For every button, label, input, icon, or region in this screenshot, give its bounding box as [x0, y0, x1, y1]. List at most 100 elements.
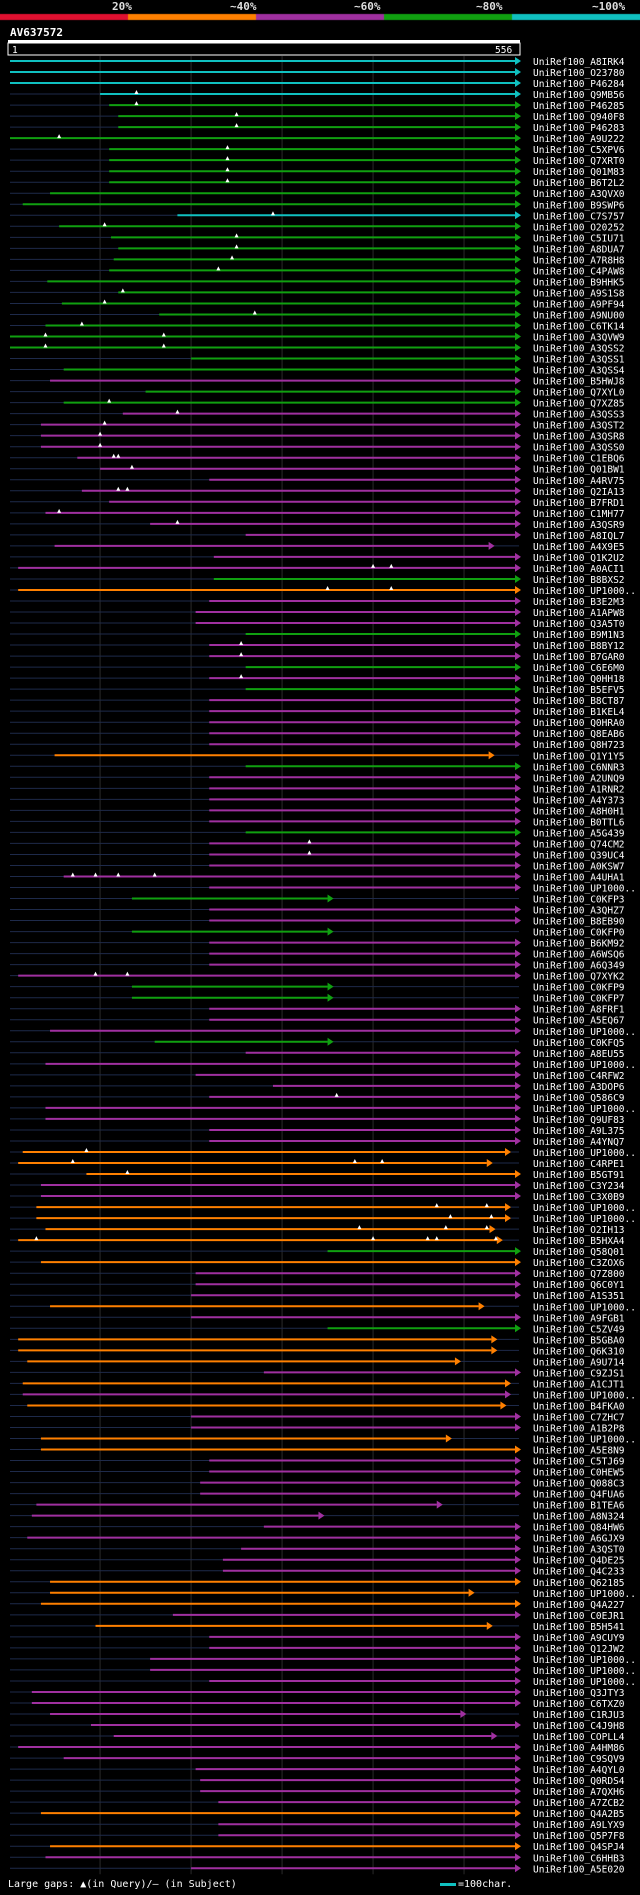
hit-label[interactable]: UniRef100_C6NNR3	[533, 762, 625, 773]
hit-label[interactable]: UniRef100_A4UHA1	[533, 872, 625, 883]
hit-label[interactable]: UniRef100_B1TEA6	[533, 1501, 625, 1512]
hit-label[interactable]: UniRef100_C4PAW8	[533, 266, 625, 277]
hit-row[interactable]: UniRef100_A9CUY9	[10, 1632, 625, 1644]
hit-row[interactable]: UniRef100_Q5P7F8	[10, 1831, 625, 1842]
hit-row[interactable]: UniRef100_C0HEW5	[10, 1467, 625, 1479]
hit-row[interactable]: UniRef100_UP1000..	[10, 1302, 636, 1313]
hit-row[interactable]: UniRef100_A3QVX0	[10, 189, 625, 200]
hit-label[interactable]: UniRef100_C0KFQ5	[533, 1038, 625, 1049]
hit-label[interactable]: UniRef100_A4HM86	[533, 1743, 625, 1754]
hit-row[interactable]: UniRef100_C4RFW2	[10, 1070, 625, 1082]
hit-row[interactable]: UniRef100_Q6K310	[10, 1346, 625, 1357]
hit-label[interactable]: UniRef100_A5E020	[533, 1864, 625, 1875]
hit-row[interactable]: UniRef100_B5HXA4	[10, 1236, 625, 1247]
hit-row[interactable]: UniRef100_A4HM86	[10, 1743, 625, 1754]
hit-label[interactable]: UniRef100_A1CJT1	[533, 1379, 625, 1390]
hit-row[interactable]: UniRef100_UP1000..	[10, 1654, 636, 1666]
hit-label[interactable]: UniRef100_UP1000..	[533, 1104, 636, 1115]
hit-row[interactable]: UniRef100_C9ZJS1	[10, 1368, 625, 1379]
hit-label[interactable]: UniRef100_Q1K2U2	[533, 553, 625, 564]
hit-label[interactable]: UniRef100_A2UNQ9	[533, 773, 625, 784]
hit-label[interactable]: UniRef100_A6WSQ6	[533, 950, 625, 961]
hit-label[interactable]: UniRef100_C6HHB3	[533, 1853, 625, 1864]
hit-row[interactable]: UniRef100_UP1000..	[10, 1390, 636, 1401]
hit-label[interactable]: UniRef100_Q586C9	[533, 1093, 625, 1104]
hit-label[interactable]: UniRef100_C6TXZ0	[533, 1699, 625, 1710]
hit-row[interactable]: UniRef100_A3QSR9	[10, 519, 625, 531]
hit-label[interactable]: UniRef100_C4RPE1	[533, 1159, 625, 1170]
hit-row[interactable]: UniRef100_A6WSQ6	[10, 949, 625, 961]
hit-row[interactable]: UniRef100_B5EFV5	[10, 685, 625, 696]
hit-row[interactable]: UniRef100_C6HHB3	[10, 1853, 625, 1864]
hit-label[interactable]: UniRef100_A9L375	[533, 1126, 625, 1137]
hit-row[interactable]: UniRef100_A9U222	[10, 134, 625, 145]
hit-row[interactable]: UniRef100_A6GJX9	[10, 1533, 625, 1545]
hit-row[interactable]: UniRef100_Q7XYK2	[10, 971, 625, 983]
hit-row[interactable]: UniRef100_A8FRF1	[10, 1004, 625, 1016]
hit-label[interactable]: UniRef100_B9HHK5	[533, 277, 625, 288]
hit-label[interactable]: UniRef100_C1EBQ6	[533, 454, 625, 465]
hit-row[interactable]: UniRef100_Q8H723	[10, 740, 625, 751]
hit-row[interactable]: UniRef100_A0ACI1	[10, 563, 625, 575]
hit-label[interactable]: UniRef100_A3QST0	[533, 1545, 625, 1556]
hit-label[interactable]: UniRef100_A9NU00	[533, 310, 625, 321]
hit-label[interactable]: UniRef100_B8EB90	[533, 917, 625, 928]
hit-label[interactable]: UniRef100_Q7XYL0	[533, 388, 625, 399]
hit-row[interactable]: UniRef100_UP1000..	[10, 1588, 636, 1600]
hit-label[interactable]: UniRef100_C0KFP0	[533, 928, 625, 939]
hit-row[interactable]: UniRef100_UP1000..	[10, 585, 636, 597]
hit-label[interactable]: UniRef100_A3DOP6	[533, 1082, 625, 1093]
hit-label[interactable]: UniRef100_A9S1S8	[533, 288, 625, 299]
hit-label[interactable]: UniRef100_A1B2P8	[533, 1423, 625, 1434]
hit-row[interactable]: UniRef100_B6T2L2	[10, 178, 625, 189]
hit-label[interactable]: UniRef100_A8N324	[533, 1512, 625, 1523]
hit-label[interactable]: UniRef100_C3Y234	[533, 1181, 625, 1192]
hit-label[interactable]: UniRef100_C7ZHC7	[533, 1412, 625, 1423]
hit-label[interactable]: UniRef100_Q4DE25	[533, 1556, 625, 1567]
hit-row[interactable]: UniRef100_B8BXS2	[10, 574, 625, 586]
hit-label[interactable]: UniRef100_Q9UF83	[533, 1115, 625, 1126]
hit-row[interactable]: UniRef100_Q1Y1Y5	[10, 751, 625, 762]
hit-label[interactable]: UniRef100_B5GT91	[533, 1170, 625, 1181]
hit-row[interactable]: UniRef100_UP1000..	[10, 1103, 636, 1115]
hit-label[interactable]: UniRef100_Q01BW1	[533, 465, 625, 476]
hit-row[interactable]: UniRef100_Q4A2B5	[10, 1809, 625, 1820]
hit-label[interactable]: UniRef100_B5EFV5	[533, 685, 625, 696]
hit-row[interactable]: UniRef100_Q01BW1	[10, 464, 625, 476]
hit-row[interactable]: UniRef100_B5GBA0	[10, 1335, 625, 1346]
hit-label[interactable]: UniRef100_A3QSS0	[533, 443, 625, 454]
hit-label[interactable]: UniRef100_A3QVW9	[533, 333, 625, 344]
hit-label[interactable]: UniRef100_UP1000..	[533, 586, 636, 597]
hit-label[interactable]: UniRef100_B7FRD1	[533, 498, 625, 509]
hit-label[interactable]: UniRef100_B5GBA0	[533, 1335, 625, 1346]
hit-label[interactable]: UniRef100_Q84HW6	[533, 1523, 625, 1534]
hit-label[interactable]: UniRef100_Q0HRA0	[533, 718, 625, 729]
hit-label[interactable]: UniRef100_UP1000..	[533, 1302, 636, 1313]
hit-label[interactable]: UniRef100_UP1000..	[533, 1666, 636, 1677]
hit-label[interactable]: UniRef100_Q8H723	[533, 740, 625, 751]
hit-label[interactable]: UniRef100_A6Q349	[533, 961, 625, 972]
hit-row[interactable]: UniRef100_B4FKA0	[10, 1401, 625, 1412]
hit-row[interactable]: UniRef100_A1APW8	[10, 608, 625, 619]
hit-row[interactable]: UniRef100_B7FRD1	[10, 497, 625, 509]
hit-row[interactable]: UniRef100_Q6C0Y1	[10, 1280, 625, 1291]
hit-label[interactable]: UniRef100_B8BY12	[533, 641, 625, 652]
hit-label[interactable]: UniRef100_Q4A2B5	[533, 1809, 625, 1820]
hit-label[interactable]: UniRef100_UP1000..	[533, 1027, 636, 1038]
hit-label[interactable]: UniRef100_UP1000..	[533, 1390, 636, 1401]
hit-row[interactable]: UniRef100_B9SWP6	[10, 200, 625, 211]
hit-label[interactable]: UniRef100_Q01M83	[533, 167, 625, 178]
hit-row[interactable]: UniRef100_Q2IA13	[10, 486, 625, 498]
hit-label[interactable]: UniRef100_A3QSS1	[533, 355, 625, 366]
hit-label[interactable]: UniRef100_Q6C0Y1	[533, 1280, 625, 1291]
hit-label[interactable]: UniRef100_Q62185	[533, 1578, 625, 1589]
hit-label[interactable]: UniRef100_A5EQ67	[533, 1016, 625, 1027]
hit-label[interactable]: UniRef100_A9CUY9	[533, 1633, 625, 1644]
hit-label[interactable]: UniRef100_B4FKA0	[533, 1401, 625, 1412]
hit-label[interactable]: UniRef100_Q8EAB6	[533, 729, 625, 740]
hit-row[interactable]: UniRef100_A3QSS2	[10, 343, 625, 355]
hit-row[interactable]: UniRef100_Q8EAB6	[10, 729, 625, 740]
hit-label[interactable]: UniRef100_C9SQV9	[533, 1754, 625, 1765]
hit-label[interactable]: UniRef100_Q088C3	[533, 1479, 625, 1490]
hit-row[interactable]: UniRef100_A8EU55	[10, 1048, 625, 1060]
